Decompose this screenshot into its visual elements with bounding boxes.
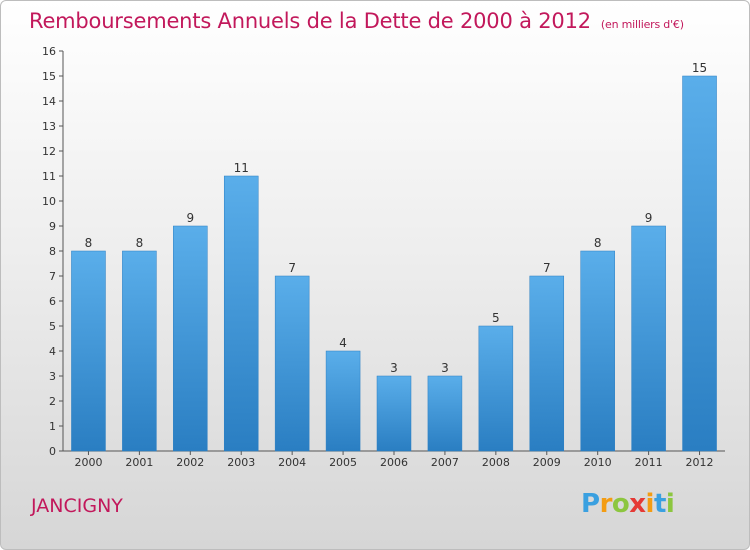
x-tick-label: 2012	[686, 456, 714, 469]
y-tick-label: 3	[49, 370, 56, 383]
x-tick-label: 2004	[278, 456, 306, 469]
y-tick-label: 4	[49, 345, 56, 358]
data-label: 8	[85, 236, 93, 250]
logo-letter: r	[599, 489, 613, 519]
y-tick-label: 0	[49, 445, 56, 458]
chart-subtitle: (en milliers d'€)	[600, 18, 684, 31]
y-tick-label: 7	[49, 270, 56, 283]
bar	[580, 250, 615, 452]
bar	[71, 250, 106, 452]
y-tick-label: 11	[42, 170, 56, 183]
x-tick-label: 2002	[176, 456, 204, 469]
chart-title: Remboursements Annuels de la Dette de 20…	[29, 9, 684, 33]
data-label: 4	[339, 336, 347, 350]
x-tick-label: 2006	[380, 456, 408, 469]
y-tick-label: 15	[42, 70, 56, 83]
x-tick-label: 2009	[533, 456, 561, 469]
x-tick-label: 2000	[74, 456, 102, 469]
x-tick-label: 2007	[431, 456, 459, 469]
y-tick-label: 10	[42, 195, 56, 208]
data-label: 11	[234, 161, 249, 175]
bar	[529, 275, 565, 452]
y-tick-label: 14	[42, 95, 56, 108]
bar	[631, 225, 666, 452]
bar	[682, 75, 717, 452]
bar	[223, 175, 259, 452]
y-tick-label: 5	[49, 320, 56, 333]
data-label: 8	[136, 236, 144, 250]
data-label: 5	[492, 311, 500, 325]
logo-letter: P	[581, 489, 600, 519]
bar	[274, 275, 310, 452]
commune-name: JANCIGNY	[31, 495, 123, 517]
y-tick-label: 9	[49, 220, 56, 233]
logo-letter: o	[611, 489, 630, 519]
data-label: 7	[288, 261, 296, 275]
bar	[478, 325, 514, 452]
data-label: 8	[594, 236, 602, 250]
x-tick-label: 2010	[584, 456, 612, 469]
chart-title-text: Remboursements Annuels de la Dette de 20…	[29, 9, 591, 33]
bar	[122, 250, 157, 452]
logo-letter: t	[653, 489, 666, 519]
y-tick-label: 1	[49, 420, 56, 433]
y-tick-label: 13	[42, 120, 56, 133]
data-label: 3	[390, 361, 398, 375]
data-label: 3	[441, 361, 449, 375]
x-tick-label: 2001	[125, 456, 153, 469]
x-tick-label: 2003	[227, 456, 255, 469]
data-label: 9	[645, 211, 653, 225]
bar	[173, 225, 208, 452]
data-label: 7	[543, 261, 551, 275]
data-label: 9	[186, 211, 194, 225]
y-tick-label: 6	[49, 295, 56, 308]
logo-letter: i	[645, 489, 655, 519]
proxiti-logo: Proxiti	[581, 489, 675, 519]
bar	[325, 350, 361, 452]
bar	[427, 375, 463, 452]
bar	[376, 375, 412, 452]
x-tick-label: 2008	[482, 456, 510, 469]
logo-letter: i	[665, 489, 675, 519]
data-label: 15	[692, 61, 707, 75]
y-tick-label: 12	[42, 145, 56, 158]
y-tick-label: 8	[49, 245, 56, 258]
x-tick-label: 2011	[635, 456, 663, 469]
y-tick-label: 16	[42, 45, 56, 58]
y-tick-label: 2	[49, 395, 56, 408]
logo-letter: x	[629, 489, 646, 519]
x-tick-label: 2005	[329, 456, 357, 469]
